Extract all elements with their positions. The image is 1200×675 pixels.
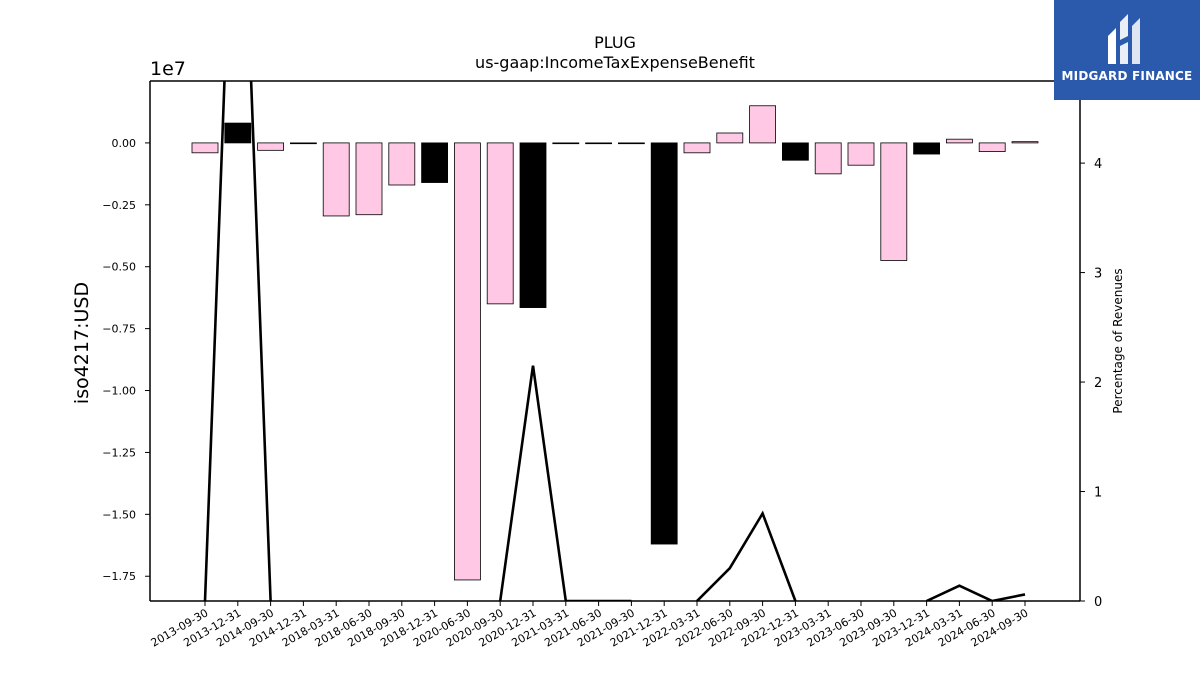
bar-2022-09-30 (749, 105, 776, 144)
bar-2024-09-30 (1011, 141, 1039, 144)
y2-axis-label: Percentage of Revenues (1111, 268, 1125, 413)
y-tick-label: −0.25 (102, 199, 136, 212)
bar-2022-12-31 (782, 142, 809, 161)
y2-tick-label: 2 (1094, 376, 1102, 391)
y2-tick-label: 0 (1094, 595, 1102, 610)
y-tick-label: −1.00 (102, 385, 136, 398)
percentage-line-segment-1 (498, 365, 632, 601)
bar-2021-12-31 (650, 142, 678, 545)
bar-2014-12-31 (289, 142, 317, 145)
bar-2021-03-31 (552, 142, 580, 145)
percentage-line-segment-0 (203, 81, 272, 601)
percentage-line-segment-2 (696, 510, 797, 601)
bar-2023-06-30 (847, 142, 875, 166)
bar-2018-06-30 (355, 142, 383, 216)
brand-logo: MIDGARD FINANCE (1054, 0, 1200, 100)
bar-2021-06-30 (585, 142, 612, 145)
y2-tick-label: 3 (1094, 267, 1102, 282)
y-ticks: 0.00 −0.25 −0.50 −0.75 −1.00 −1.25 −1.50 −1.75 (102, 137, 150, 583)
y2-tick-label: 4 (1094, 157, 1102, 172)
y-tick-label: 0.00 (112, 137, 137, 150)
bar-2023-03-31 (814, 142, 842, 175)
bar-2020-06-30 (453, 142, 481, 581)
y-tick-label: −1.75 (102, 570, 136, 583)
y-offset-label: 1e7 (150, 58, 186, 80)
bar-2023-12-31 (913, 142, 940, 155)
y2-tick-label: 1 (1094, 486, 1102, 501)
bars (191, 105, 1039, 581)
bar-2023-09-30 (880, 142, 908, 261)
bar-2020-12-31 (519, 142, 547, 308)
bar-2013-12-31 (224, 122, 252, 144)
bar-2021-09-30 (618, 142, 645, 145)
bar-2024-03-31 (946, 138, 973, 144)
bar-2018-12-31 (421, 142, 449, 183)
y-tick-label: −1.25 (102, 446, 136, 459)
line-layer (203, 81, 1026, 601)
logo-mark-icon (1108, 14, 1140, 64)
bar-2020-09-30 (486, 142, 514, 305)
bar-2022-06-30 (716, 132, 744, 144)
y-axis-label: iso4217:USD (71, 282, 93, 404)
bar-2018-03-31 (322, 142, 350, 217)
logo-text: MIDGARD FINANCE (1061, 69, 1193, 83)
x-ticks: 2013-09-302013-12-312014-09-302014-12-31… (149, 601, 1031, 650)
axes (149, 80, 1081, 602)
bar-2013-09-30 (191, 142, 219, 154)
y2-ticks: 0 1 2 3 4 (1080, 157, 1102, 610)
bar-2024-06-30 (978, 142, 1006, 152)
y-tick-label: −1.50 (102, 508, 136, 521)
bar-2018-09-30 (388, 142, 416, 186)
bar-2022-03-31 (683, 142, 711, 154)
chart-title: PLUG (594, 33, 636, 52)
y-tick-label: −0.75 (102, 323, 136, 336)
percentage-line-segment-3 (926, 584, 1026, 601)
y-tick-label: −0.50 (102, 261, 136, 274)
bar-2014-09-30 (257, 142, 285, 151)
chart-subtitle: us-gaap:IncomeTaxExpenseBenefit (475, 53, 755, 72)
